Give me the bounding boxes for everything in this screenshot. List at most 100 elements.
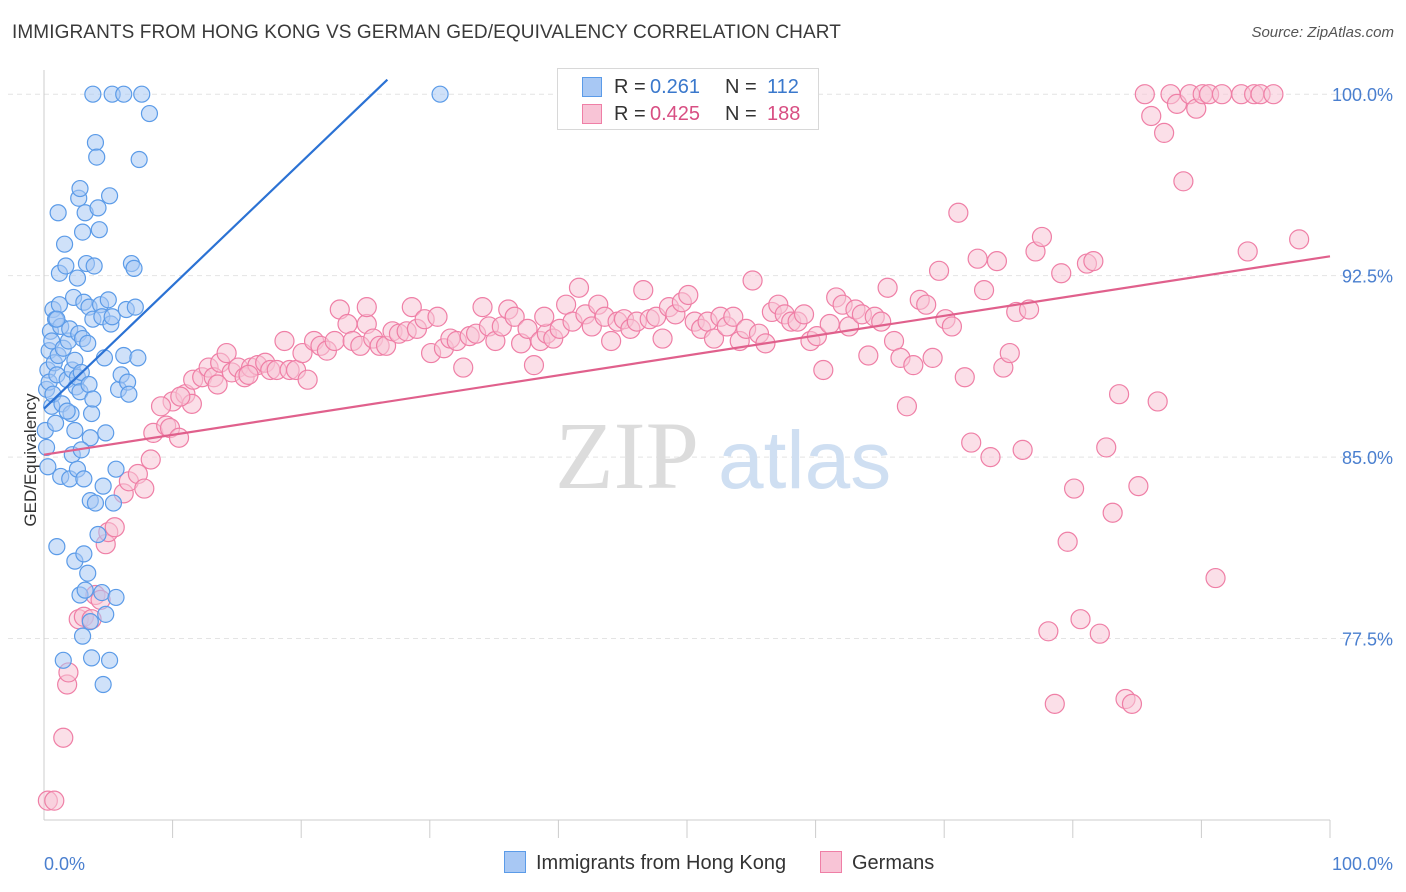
germans-point xyxy=(337,313,358,335)
legend-swatch-blue xyxy=(504,851,526,873)
hongkong-points xyxy=(36,85,449,694)
hongkong-point xyxy=(66,421,84,440)
y-tick-label: 77.5% xyxy=(1342,630,1393,650)
germans-point xyxy=(928,260,950,281)
legend-r-label: R = xyxy=(614,76,646,98)
hongkong-point xyxy=(49,204,67,222)
germans-point xyxy=(903,355,924,376)
hongkong-point xyxy=(85,257,103,275)
germans-point xyxy=(568,277,590,298)
hongkong-point xyxy=(94,477,112,495)
germans-point xyxy=(517,318,538,339)
germans-point xyxy=(1018,299,1040,320)
y-tick-label: 92.5% xyxy=(1342,267,1393,287)
germans-point xyxy=(916,294,937,315)
germans-point xyxy=(1102,502,1123,523)
hongkong-point xyxy=(46,414,65,432)
watermark-zip: ZIP xyxy=(555,402,699,509)
hongkong-point xyxy=(37,438,56,457)
germans-point xyxy=(633,280,654,301)
hongkong-point xyxy=(73,223,92,241)
germans-point xyxy=(980,446,1001,468)
germans-point xyxy=(44,790,65,811)
germans-trend-line xyxy=(43,255,1331,456)
germans-point xyxy=(819,313,840,335)
trend-lines xyxy=(43,78,1331,456)
germans-point xyxy=(356,296,377,318)
tick-labels: 77.5% 85.0% 92.5% 100.0% 0.0% 100.0% xyxy=(44,85,1393,874)
hongkong-point xyxy=(99,291,117,309)
germans-point xyxy=(1173,171,1194,192)
hongkong-point xyxy=(100,651,119,669)
hongkong-point xyxy=(130,150,148,169)
germans-point xyxy=(150,396,172,417)
hongkong-point xyxy=(48,310,66,328)
germans-point xyxy=(1031,226,1053,248)
hongkong-point xyxy=(79,564,97,582)
germans-point xyxy=(948,202,969,223)
hongkong-point xyxy=(80,375,98,394)
legend-swatch-pink xyxy=(820,851,842,873)
germans-point xyxy=(324,330,345,352)
hongkong-point xyxy=(103,308,121,326)
legend-n-value: 112 xyxy=(767,76,799,98)
germans-point xyxy=(1134,84,1155,105)
hongkong-point xyxy=(133,85,151,103)
hongkong-point xyxy=(71,179,89,198)
hongkong-point xyxy=(58,402,76,420)
hongkong-point xyxy=(115,85,133,103)
germans-point xyxy=(472,296,493,318)
hongkong-point xyxy=(140,104,159,123)
germans-point xyxy=(1237,241,1258,262)
germans-point xyxy=(1289,229,1310,250)
hongkong-point xyxy=(89,199,107,217)
legend-r-label: R = xyxy=(614,103,646,125)
hongkong-point xyxy=(100,187,119,205)
germans-point xyxy=(1121,693,1143,714)
hongkong-point xyxy=(68,269,87,287)
germans-point xyxy=(1044,693,1065,714)
y-tick-label: 85.0% xyxy=(1342,448,1393,468)
germans-point xyxy=(1263,84,1284,105)
legend-item-hongkong: Immigrants from Hong Kong xyxy=(504,851,786,875)
germans-point xyxy=(973,280,995,301)
watermark: ZIP atlas xyxy=(555,402,891,509)
hongkong-point xyxy=(89,525,107,544)
germans-point xyxy=(401,296,422,318)
germans-point xyxy=(883,330,905,352)
germans-point xyxy=(134,478,155,499)
hongkong-point xyxy=(97,424,115,442)
legend-n-label: N = xyxy=(725,103,757,125)
germans-point xyxy=(453,357,474,378)
hongkong-point xyxy=(107,460,125,478)
germans-point xyxy=(1096,437,1117,458)
hongkong-point xyxy=(57,257,75,275)
y-tick-label: 100.0% xyxy=(1332,85,1393,105)
legend-r-value: 0.425 xyxy=(650,103,701,125)
hongkong-point xyxy=(86,133,105,152)
hongkong-point xyxy=(82,649,101,667)
germans-point xyxy=(168,427,190,448)
germans-point xyxy=(742,270,763,291)
legend-n-value: 188 xyxy=(767,103,801,125)
germans-point xyxy=(941,316,963,337)
legend-r-value: 0.261 xyxy=(650,76,701,98)
germans-point xyxy=(1147,391,1168,412)
germans-point xyxy=(216,342,237,364)
germans-point xyxy=(813,359,834,381)
germans-point xyxy=(896,396,918,417)
x-tick-label-min: 0.0% xyxy=(44,854,85,874)
germans-point xyxy=(297,369,318,390)
hongkong-point xyxy=(94,675,112,694)
germans-point xyxy=(170,386,191,407)
hongkong-point xyxy=(107,588,125,607)
germans-point xyxy=(967,248,988,269)
hongkong-point xyxy=(125,259,143,277)
germans-point xyxy=(1051,263,1072,284)
germans-point xyxy=(1141,105,1162,127)
germans-point xyxy=(140,449,161,470)
germans-point xyxy=(1108,384,1130,405)
germans-point xyxy=(1038,621,1059,642)
germans-point xyxy=(523,355,545,376)
